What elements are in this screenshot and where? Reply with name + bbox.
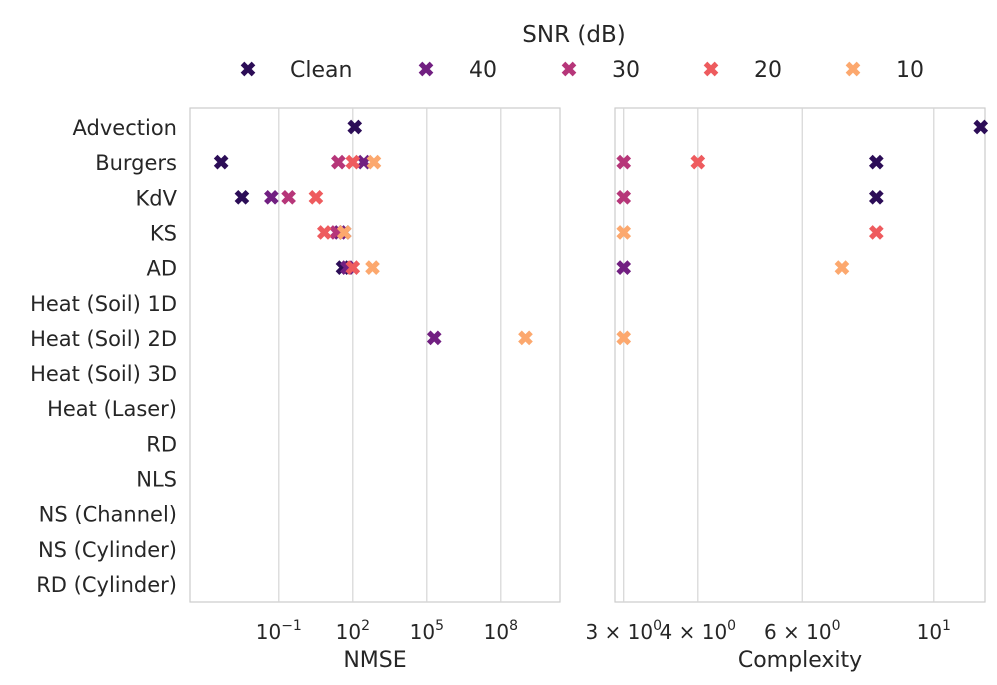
nmse-panel: Advection Burgers KdV KS AD Heat (Soil) 1D Hea… — [30, 107, 561, 673]
nmse-x-tick: 105 — [410, 618, 444, 644]
complexity-x-tick: 4 × 100 — [660, 618, 737, 644]
nmse-point-clean-kdv — [234, 189, 250, 205]
legend: Clean 40 30 20 10 — [240, 58, 924, 83]
nmse-x-tick: 10−1 — [256, 618, 302, 644]
complexity-x-tick: 101 — [917, 618, 951, 644]
nmse-point-clean-advection — [347, 119, 363, 135]
nmse-point-10-burgers — [366, 154, 382, 170]
nmse-point-30-burgers — [331, 154, 346, 170]
complexity-point-10-ks — [616, 225, 632, 240]
complexity-point-clean-burgers — [868, 154, 884, 170]
nmse-point-10-ks — [336, 225, 352, 240]
nmse-point-20-kdv — [308, 189, 324, 205]
y-tick-nls: NLS — [136, 468, 177, 492]
y-tick-ad: AD — [146, 257, 177, 281]
complexity-x-tick: 6 × 100 — [764, 618, 841, 644]
legend-marker-10 — [845, 61, 861, 77]
legend-label-30: 30 — [612, 58, 640, 83]
legend-marker-clean — [240, 61, 256, 77]
y-tick-ks: KS — [150, 221, 177, 245]
complexity-point-40-ad — [616, 260, 632, 275]
y-tick-heat-laser: Heat (Laser) — [47, 397, 177, 421]
y-tick-heat-soil-2d: Heat (Soil) 2D — [30, 327, 177, 351]
complexity-point-30-burgers — [616, 154, 632, 170]
y-tick-rd-cylinder: RD (Cylinder) — [36, 573, 177, 597]
legend-marker-20 — [703, 61, 719, 77]
y-tick-rd: RD — [146, 432, 177, 456]
nmse-x-tick: 102 — [336, 618, 370, 644]
nmse-point-20-ad — [345, 260, 361, 275]
nmse-x-tick: 108 — [484, 618, 518, 644]
complexity-plot-area — [614, 107, 986, 603]
complexity-point-10-heat-soil-2d — [616, 330, 632, 346]
complexity-point-10-ad — [834, 260, 850, 275]
nmse-x-axis-label: NMSE — [343, 648, 406, 673]
nmse-point-20-burgers — [345, 154, 361, 170]
legend-label-clean: Clean — [290, 58, 352, 83]
complexity-x-axis-label: Complexity — [738, 648, 862, 673]
complexity-point-20-burgers — [690, 154, 706, 170]
legend-title: SNR (dB) — [522, 22, 625, 48]
nmse-point-20-ks — [316, 225, 332, 240]
nmse-point-40-heat-soil-2d — [426, 330, 442, 346]
complexity-point-clean-kdv — [868, 189, 884, 205]
complexity-point-30-kdv — [616, 189, 632, 205]
complexity-point-20-ks — [868, 225, 884, 240]
nmse-point-40-kdv — [264, 189, 279, 205]
nmse-point-30-kdv — [281, 189, 296, 205]
nmse-plot-area — [189, 107, 561, 603]
y-tick-kdv: KdV — [136, 186, 178, 210]
complexity-x-tick: 3 × 100 — [585, 618, 662, 644]
legend-label-40: 40 — [469, 58, 497, 83]
y-tick-burgers: Burgers — [95, 151, 177, 175]
nmse-point-10-ad — [365, 260, 380, 275]
legend-marker-30 — [561, 61, 577, 77]
y-tick-ns-channel: NS (Channel) — [39, 503, 177, 527]
nmse-point-clean-burgers — [213, 154, 229, 170]
y-tick-heat-soil-3d: Heat (Soil) 3D — [30, 362, 177, 386]
nmse-point-10-heat-soil-2d — [518, 330, 533, 346]
legend-marker-40 — [418, 61, 434, 77]
legend-label-10: 10 — [896, 58, 924, 83]
y-tick-heat-soil-1d: Heat (Soil) 1D — [30, 292, 177, 316]
complexity-point-clean-advection — [973, 119, 989, 135]
y-tick-ns-cylinder: NS (Cylinder) — [38, 538, 177, 562]
legend-label-20: 20 — [754, 58, 782, 83]
y-tick-advection: Advection — [73, 116, 177, 140]
